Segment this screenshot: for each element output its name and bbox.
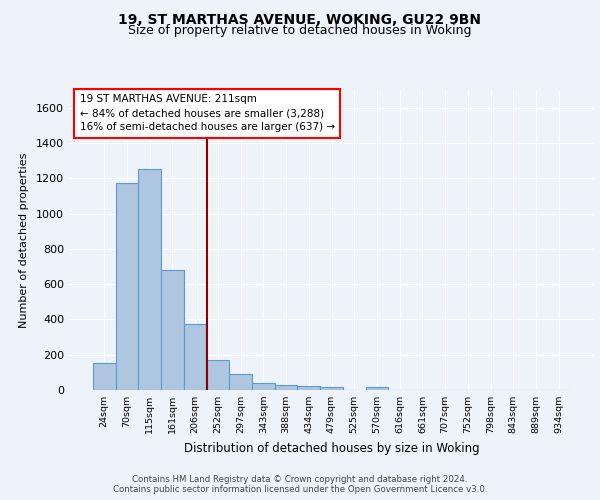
Bar [206,360,229,390]
Bar [161,270,184,390]
Bar [298,386,320,390]
Text: Contains HM Land Registry data © Crown copyright and database right 2024.: Contains HM Land Registry data © Crown c… [132,475,468,484]
Bar [320,388,343,390]
Bar [252,384,275,390]
Bar [116,182,139,390]
Text: 19 ST MARTHAS AVENUE: 211sqm
← 84% of detached houses are smaller (3,288)
16% of: 19 ST MARTHAS AVENUE: 211sqm ← 84% of de… [79,94,335,132]
Text: Size of property relative to detached houses in Woking: Size of property relative to detached ho… [128,24,472,37]
Text: 19, ST MARTHAS AVENUE, WOKING, GU22 9BN: 19, ST MARTHAS AVENUE, WOKING, GU22 9BN [119,12,482,26]
Bar [229,374,252,390]
Text: Contains public sector information licensed under the Open Government Licence v3: Contains public sector information licen… [113,485,487,494]
Bar [365,387,388,390]
Y-axis label: Number of detached properties: Number of detached properties [19,152,29,328]
Bar [93,362,116,390]
Bar [275,385,298,390]
X-axis label: Distribution of detached houses by size in Woking: Distribution of detached houses by size … [184,442,479,454]
Bar [184,324,206,390]
Bar [139,168,161,390]
